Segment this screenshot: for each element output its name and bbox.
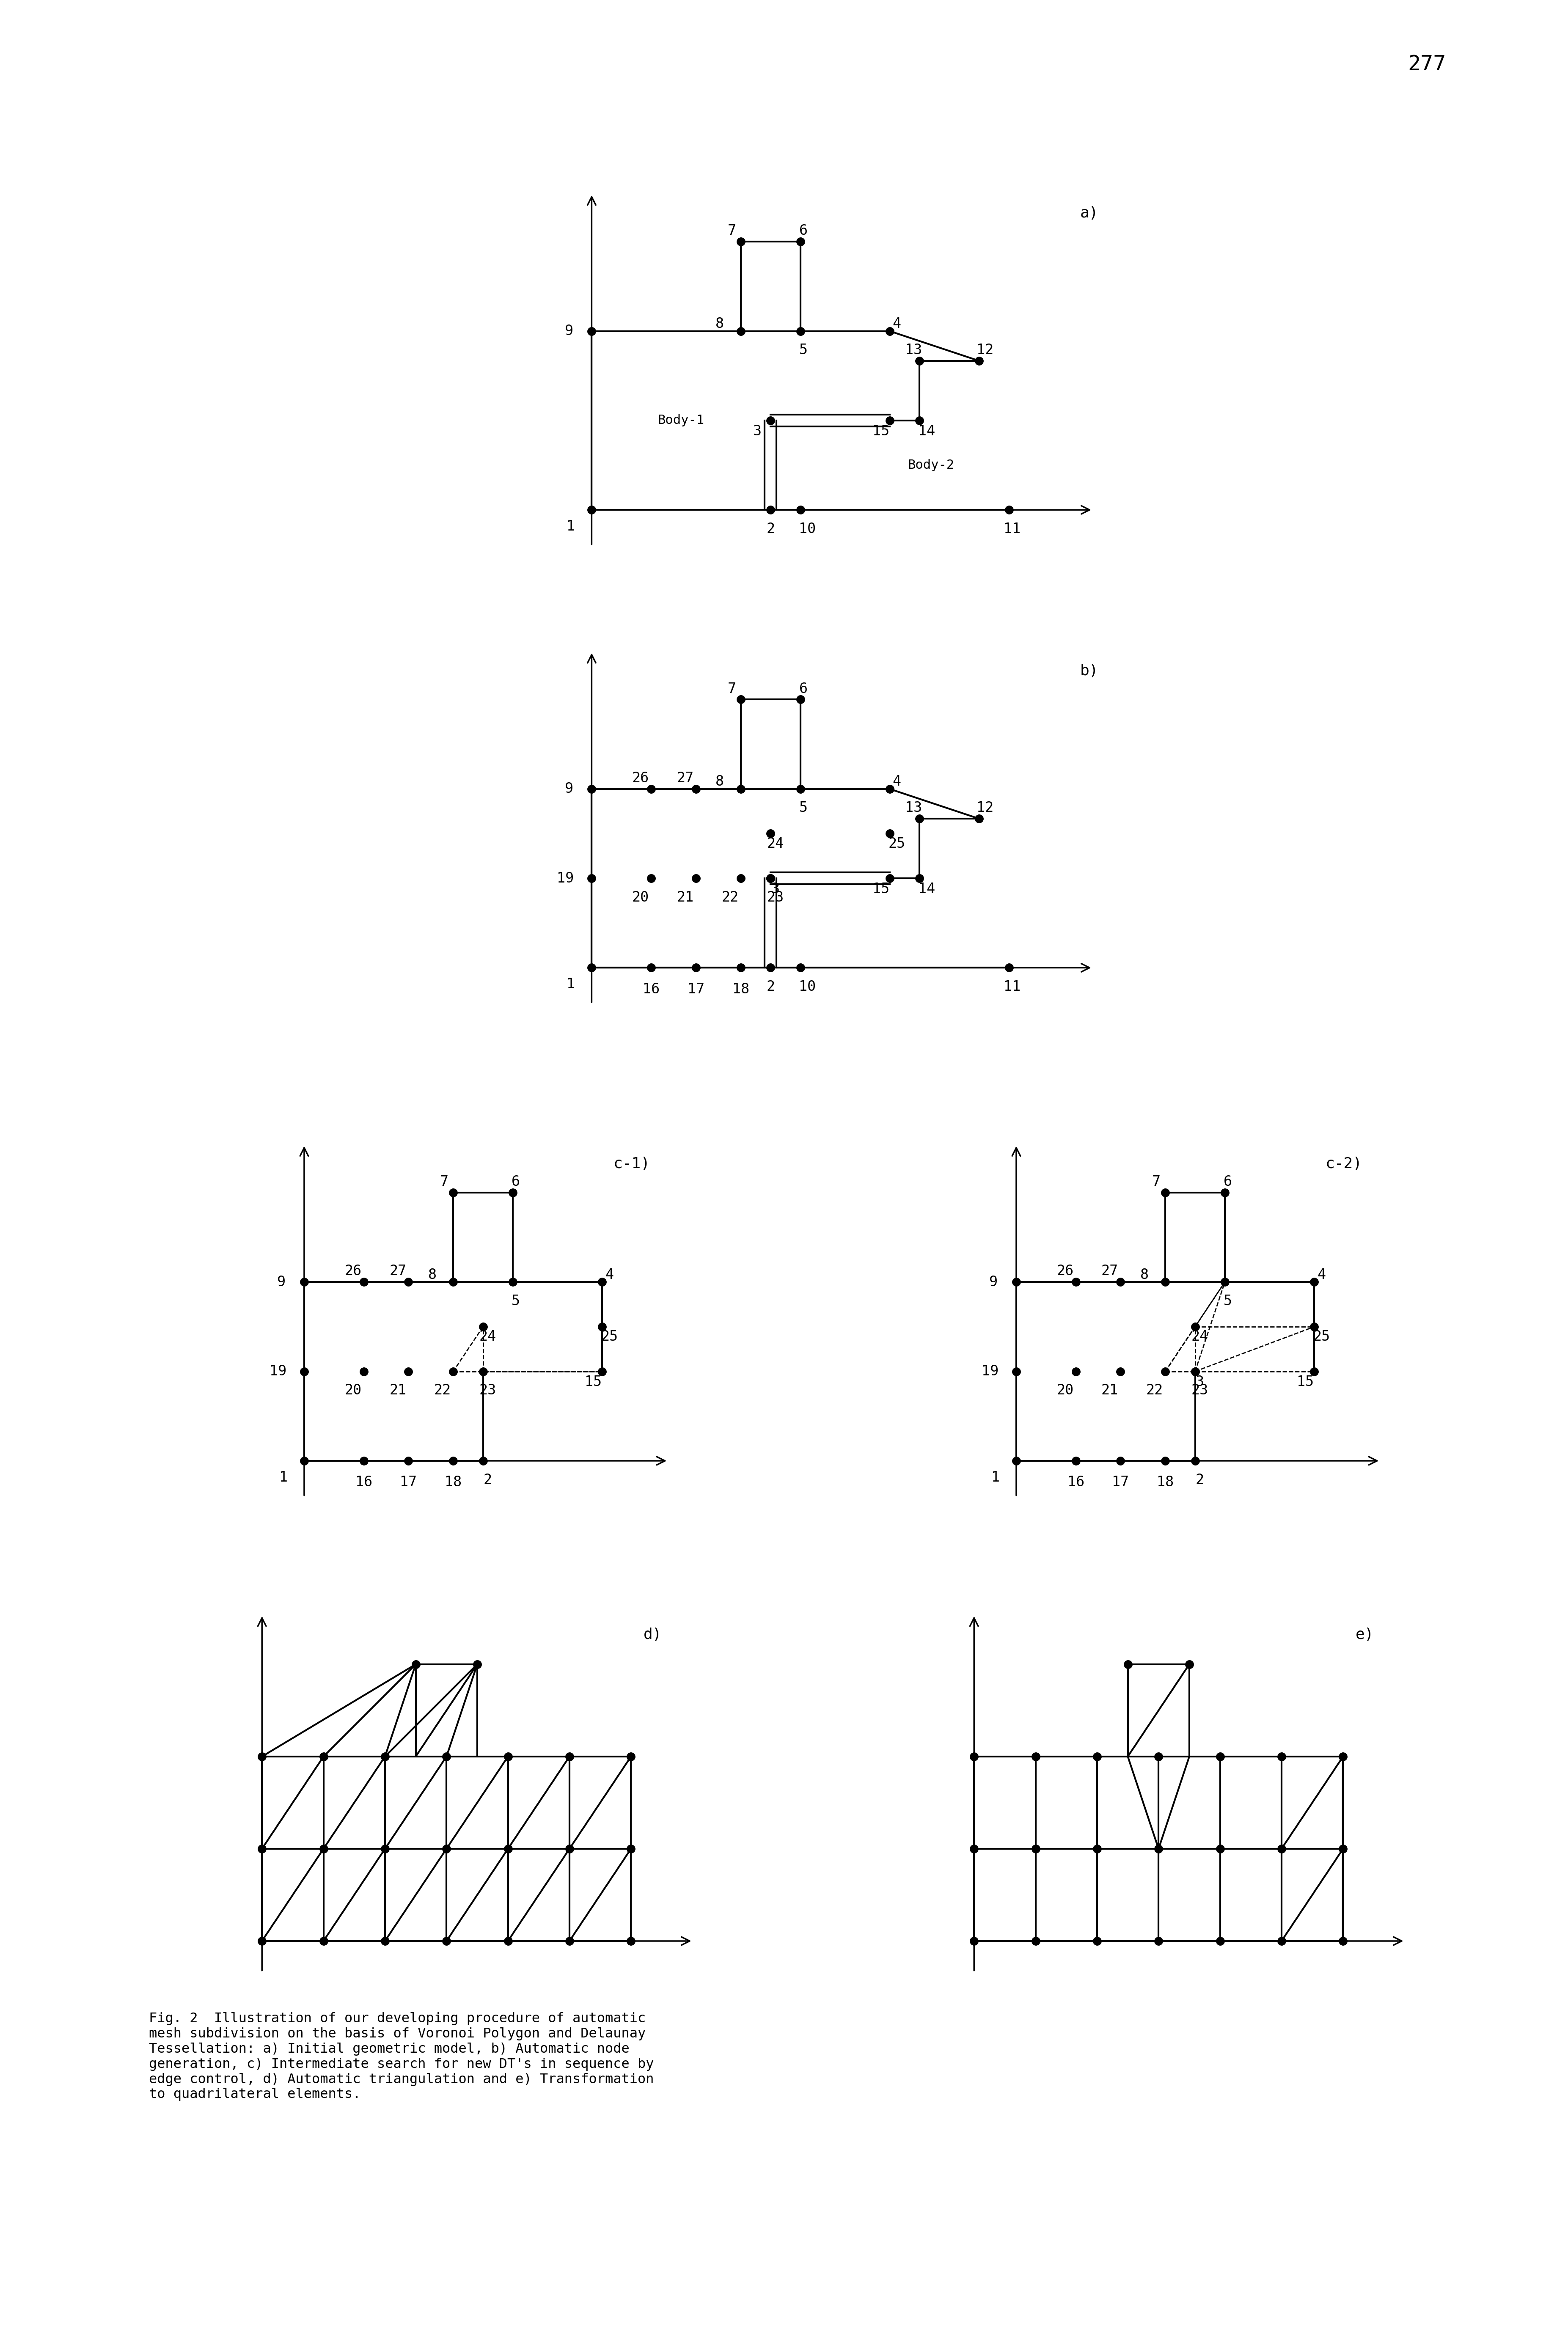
Text: 12: 12 [977, 343, 994, 357]
Text: 10: 10 [800, 979, 815, 993]
Text: 27: 27 [677, 770, 693, 784]
Text: 18: 18 [732, 981, 750, 996]
Text: 7: 7 [1152, 1174, 1160, 1188]
Text: 6: 6 [511, 1174, 521, 1188]
Text: 26: 26 [345, 1263, 362, 1277]
Text: 15: 15 [1297, 1376, 1314, 1390]
Text: a): a) [1080, 207, 1098, 221]
Text: 4: 4 [892, 775, 902, 789]
Text: 4: 4 [605, 1268, 613, 1282]
Text: 16: 16 [356, 1475, 372, 1489]
Text: 23: 23 [767, 890, 784, 904]
Text: 12: 12 [977, 801, 994, 815]
Text: 16: 16 [1068, 1475, 1085, 1489]
Text: 20: 20 [1057, 1383, 1074, 1397]
Text: 9: 9 [564, 782, 574, 796]
Text: 26: 26 [1057, 1263, 1074, 1277]
Text: 4: 4 [892, 317, 902, 331]
Text: 7: 7 [728, 223, 735, 237]
Text: 2: 2 [767, 979, 775, 993]
Text: 1: 1 [566, 519, 575, 533]
Text: 24: 24 [1192, 1329, 1209, 1343]
Text: 27: 27 [1101, 1263, 1118, 1277]
Text: 19: 19 [270, 1364, 287, 1378]
Text: 17: 17 [1112, 1475, 1129, 1489]
Text: e): e) [1355, 1627, 1374, 1641]
Text: 15: 15 [872, 425, 889, 439]
Text: d): d) [643, 1627, 662, 1641]
Text: 21: 21 [1101, 1383, 1118, 1397]
Text: 7: 7 [728, 681, 735, 695]
Text: 20: 20 [345, 1383, 362, 1397]
Text: 14: 14 [919, 425, 935, 439]
Text: 20: 20 [632, 890, 649, 904]
Text: 13: 13 [905, 801, 922, 815]
Text: 9: 9 [278, 1275, 285, 1289]
Text: 25: 25 [889, 836, 905, 850]
Text: b): b) [1080, 664, 1098, 679]
Text: 15: 15 [585, 1376, 602, 1390]
Text: 6: 6 [800, 681, 808, 695]
Text: 3: 3 [753, 425, 762, 439]
Text: 21: 21 [389, 1383, 406, 1397]
Text: 7: 7 [441, 1174, 448, 1188]
Text: 25: 25 [1312, 1329, 1330, 1343]
Text: 9: 9 [989, 1275, 997, 1289]
Text: 19: 19 [557, 871, 574, 885]
Text: 5: 5 [800, 343, 808, 357]
Text: 11: 11 [1004, 521, 1021, 535]
Text: 10: 10 [800, 521, 815, 535]
Text: 277: 277 [1408, 54, 1446, 75]
Text: 3: 3 [771, 883, 779, 897]
Text: 5: 5 [800, 801, 808, 815]
Text: 18: 18 [1157, 1475, 1174, 1489]
Text: 22: 22 [434, 1383, 452, 1397]
Text: 15: 15 [872, 883, 889, 897]
Text: Fig. 2  Illustration of our developing procedure of automatic
mesh subdivision o: Fig. 2 Illustration of our developing pr… [149, 2012, 654, 2101]
Text: 23: 23 [1192, 1383, 1209, 1397]
Text: 8: 8 [715, 775, 724, 789]
Text: 21: 21 [677, 890, 693, 904]
Text: 13: 13 [905, 343, 922, 357]
Text: 2: 2 [767, 521, 775, 535]
Text: 16: 16 [643, 981, 660, 996]
Text: 9: 9 [564, 324, 574, 338]
Text: 1: 1 [991, 1470, 1000, 1484]
Text: 26: 26 [632, 770, 649, 784]
Text: 23: 23 [480, 1383, 497, 1397]
Text: 14: 14 [919, 883, 935, 897]
Text: 1: 1 [279, 1470, 287, 1484]
Text: 18: 18 [445, 1475, 461, 1489]
Text: 5: 5 [1223, 1294, 1232, 1308]
Text: 2: 2 [1195, 1472, 1204, 1486]
Text: 6: 6 [800, 223, 808, 237]
Text: 4: 4 [1317, 1268, 1325, 1282]
Text: 1: 1 [566, 977, 575, 991]
Text: 24: 24 [480, 1329, 497, 1343]
Text: 17: 17 [400, 1475, 417, 1489]
Text: 8: 8 [428, 1268, 436, 1282]
Text: Body-1: Body-1 [657, 413, 704, 427]
Text: 25: 25 [601, 1329, 618, 1343]
Text: 2: 2 [483, 1472, 492, 1486]
Text: 19: 19 [982, 1364, 999, 1378]
Text: 5: 5 [511, 1294, 521, 1308]
Text: 11: 11 [1004, 979, 1021, 993]
Text: Body-2: Body-2 [908, 460, 955, 472]
Text: 8: 8 [1140, 1268, 1149, 1282]
Text: c-1): c-1) [613, 1158, 649, 1172]
Text: 27: 27 [389, 1263, 406, 1277]
Text: 8: 8 [715, 317, 724, 331]
Text: 6: 6 [1223, 1174, 1232, 1188]
Text: c-2): c-2) [1325, 1158, 1363, 1172]
Text: 17: 17 [687, 981, 704, 996]
Text: 22: 22 [1146, 1383, 1163, 1397]
Text: 3: 3 [1195, 1376, 1204, 1390]
Text: 24: 24 [767, 836, 784, 850]
Text: 22: 22 [721, 890, 739, 904]
